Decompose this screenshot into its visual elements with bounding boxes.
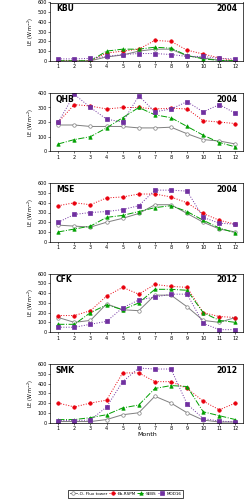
Y-axis label: LE (W m$^{-2}$): LE (W m$^{-2}$) bbox=[26, 379, 36, 408]
Text: 2004: 2004 bbox=[216, 4, 237, 13]
Legend: -O- Flux tower, Eb-RSPM, SEBS, MOD16: -O- Flux tower, Eb-RSPM, SEBS, MOD16 bbox=[67, 490, 183, 498]
X-axis label: Month: Month bbox=[136, 432, 156, 438]
Text: 2004: 2004 bbox=[216, 185, 237, 194]
Text: MSE: MSE bbox=[56, 185, 74, 194]
Y-axis label: LE (W m$^{-2}$): LE (W m$^{-2}$) bbox=[26, 288, 36, 318]
Y-axis label: LE (W m$^{-2}$): LE (W m$^{-2}$) bbox=[26, 17, 36, 46]
Text: 2004: 2004 bbox=[216, 94, 237, 104]
Text: KBU: KBU bbox=[56, 4, 74, 13]
Text: QHB: QHB bbox=[56, 94, 74, 104]
Text: 2012: 2012 bbox=[216, 276, 237, 284]
Text: 2012: 2012 bbox=[216, 366, 237, 375]
Y-axis label: LE (W m$^{-2}$): LE (W m$^{-2}$) bbox=[26, 198, 36, 227]
Text: CFK: CFK bbox=[56, 276, 72, 284]
Y-axis label: LE (W m$^{-2}$): LE (W m$^{-2}$) bbox=[26, 108, 36, 136]
Text: SMK: SMK bbox=[56, 366, 75, 375]
